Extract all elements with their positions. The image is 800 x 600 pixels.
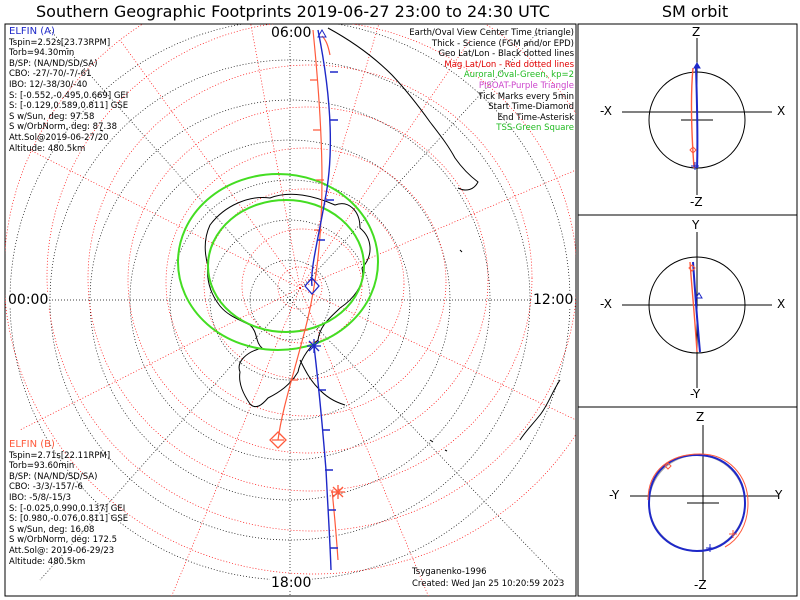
africa-coastline [519,379,561,441]
elfin-b-track [272,29,339,561]
elfin-b-line: CBO: -3/3/-157/-6 [9,482,83,493]
orbit-panel-yz-frame [577,406,798,597]
legend-item: Geo Lat/Lon - Black dotted lines [438,49,574,60]
elfin-b-line: Tspin=2.71s[22.11RPM] [9,450,111,461]
view-center-triangle [317,28,327,38]
orbit-panel-xy-frame [577,214,798,408]
elfin-a-line: S: [-0.552,-0.495,0.669] GEI [9,90,129,101]
panel3-label-right: Y [775,488,783,502]
map-legend: Earth/Oval View Center Time (triangle) T… [409,28,574,134]
elfin-a-line: Torb=94.30min [9,48,75,59]
elfin-a-line: Att.Sol@2019-06-27/20 [9,132,109,143]
legend-item: Start Time-Diamond [488,102,574,113]
elfin-b-line: S w/OrbNorm, deg: 172.5 [9,535,118,546]
elfin-b-start-diamond [269,431,287,449]
legend-item: Earth/Oval View Center Time (triangle) [409,28,574,38]
panel3-label-top: Z [696,410,705,424]
elfin-b-line: S: [0.980,-0.076,0.811] GSE [9,514,129,525]
auroral-oval [177,173,379,351]
elfin-a-line: Altitude: 480.5km [9,143,86,154]
elfin-a-start-diamond [304,277,320,295]
legend-item: Auroral Oval-Green, kp=2 [463,70,574,81]
elfin-b-info: ELFIN (B) Tspin=2.71s[22.11RPM] Torb=93.… [9,439,129,567]
islands [99,129,463,452]
panel2-label-bottom: -Y [690,387,701,401]
panel2-label-top: Y [692,218,700,232]
elfin-a-line: S: [-0.129,0.589,0.811] GSE [9,101,129,112]
legend-item: PISOAT-Purple Triangle [478,80,574,91]
map-title: Southern Geographic Footprints 2019-06-2… [36,2,550,21]
elfin-b-line: Altitude: 480.5km [9,556,86,567]
created-label: Created: Wed Jan 25 10:20:59 2023 [412,579,565,589]
antarctic-peninsula [299,359,346,406]
elfin-a-line: CBO: -27/-70/-7/-61 [9,69,92,80]
elfin-a-line: IBO: 12/-38/30/-40 [9,79,88,90]
legend-item: TSS-Green Square [496,123,574,134]
elfin-a-line: Tspin=2.52s[23.73RPM] [9,37,111,48]
elfin-a-line: S w/Sun, deg: 97.58 [9,111,95,122]
panel1-label-top: Z [692,25,701,39]
legend-item: Mag Lat/Lon - Red dotted lines [444,59,574,70]
panel1-label-right: X [777,104,786,118]
orbit-title: SM orbit [661,2,729,21]
time-label-bottom: 18:00 [270,575,313,591]
elfin-b-line: S: [-0.025,0.990,0.137] GEI [9,503,126,514]
elfin-b-name: ELFIN (B) [9,439,55,450]
elfin-a-info: ELFIN (A) Tspin=2.52s[23.73RPM] Torb=94.… [9,26,129,154]
orbit-panel-xz [622,38,772,195]
orbit-panel-yz [630,425,778,580]
elfin-b-end-asterisk [331,485,345,499]
elfin-b-line: Torb=93.60min [9,461,75,472]
elfin-a-line: S w/OrbNorm, deg: 87.38 [9,122,118,133]
elfin-a-line: B/SP: (NA/ND/SD/SA) [9,58,98,69]
elfin-b-line: IBO: -5/8/-15/3 [9,492,72,503]
mag-grid [5,24,576,596]
panel2-label-left: -X [600,297,612,311]
time-label-right: 12:00 [532,292,575,308]
elfin-b-line: S w/Sun, deg: 16.08 [9,524,95,535]
map-frame [4,23,577,597]
elfin-a-name: ELFIN (A) [9,26,55,37]
panel2-label-right: X [777,297,786,311]
model-label: Tsyganenko-1996 [412,567,487,577]
elfin-a-track [310,29,338,571]
legend-item: Tick Marks every 5min [478,91,574,102]
panel3-label-left: -Y [609,488,620,502]
antarctica-coastline [204,193,371,408]
south-america-coastline [327,27,479,191]
polar-map [5,24,576,596]
elfin-b-line: B/SP: (NA/ND/SD/SA) [9,471,98,482]
panel1-label-bottom: -Z [690,195,703,209]
elfin-a-end-asterisk [307,339,321,353]
panel1-label-left: -X [600,104,612,118]
legend-item: Thick - Science (FGM and/or EPD) [431,38,574,49]
elfin-b-line: Att.Sol@: 2019-06-29/23 [9,545,115,556]
panel3-label-bottom: -Z [694,578,707,592]
time-label-top: 06:00 [270,25,313,41]
legend-item: End Time-Asterisk [497,112,574,123]
time-label-left: 00:00 [7,292,50,308]
orbit-panel-xy [622,232,772,388]
